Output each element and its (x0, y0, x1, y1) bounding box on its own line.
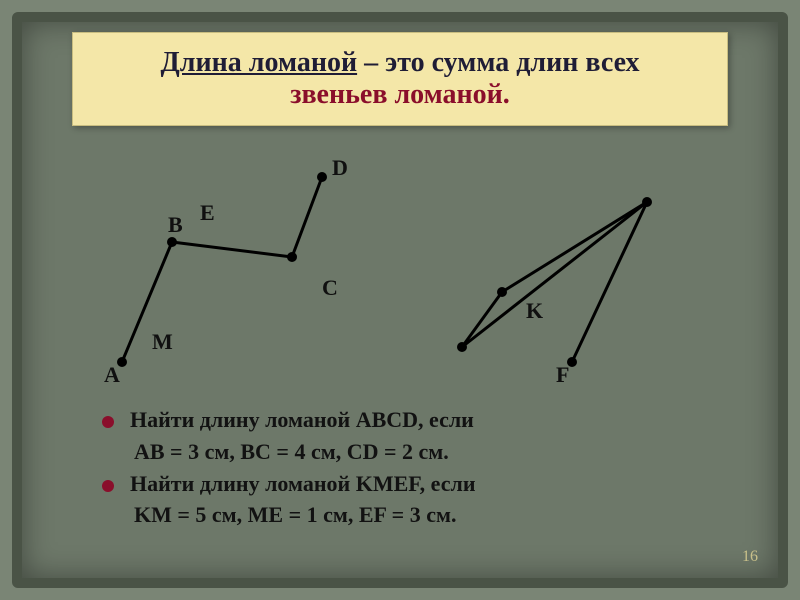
point-label-F: F (556, 362, 569, 388)
point-label-M: M (152, 329, 173, 355)
title-underlined: Длина ломаной (161, 47, 358, 78)
task-1-line-1: Найти длину ломаной ABCD, если (130, 407, 474, 432)
point-label-K: K (526, 298, 543, 324)
point-label-B: B (168, 212, 183, 238)
task-1: Найти длину ломаной ABCD, если (102, 405, 718, 435)
point-label-D: D (332, 155, 348, 181)
point-label-E: E (200, 200, 215, 226)
bullet-icon (102, 416, 114, 428)
title-box: Длина ломаной – это сумма длин всех звен… (72, 32, 728, 126)
task-list: Найти длину ломаной ABCD, если AB = 3 см… (102, 403, 718, 532)
slide-frame: Длина ломаной – это сумма длин всех звен… (12, 12, 788, 588)
bullet-icon (102, 480, 114, 492)
point-label-C: C (322, 275, 338, 301)
title-rest: – это сумма длин всех (357, 47, 639, 78)
title-line-2: звеньев ломаной. (93, 79, 707, 111)
title-line-1: Длина ломаной – это сумма длин всех (93, 47, 707, 79)
task-2: Найти длину ломаной KMEF, если (102, 469, 718, 499)
diagram-area: ABCDEKMF (62, 142, 738, 382)
task-1-line-2: AB = 3 см, BC = 4 см, CD = 2 см. (102, 437, 718, 467)
slide-number: 16 (742, 548, 758, 566)
point-label-A: A (104, 362, 120, 388)
task-2-line-2: KM = 5 см, ME = 1 см, EF = 3 см. (102, 500, 718, 530)
task-2-line-1: Найти длину ломаной KMEF, если (130, 471, 476, 496)
